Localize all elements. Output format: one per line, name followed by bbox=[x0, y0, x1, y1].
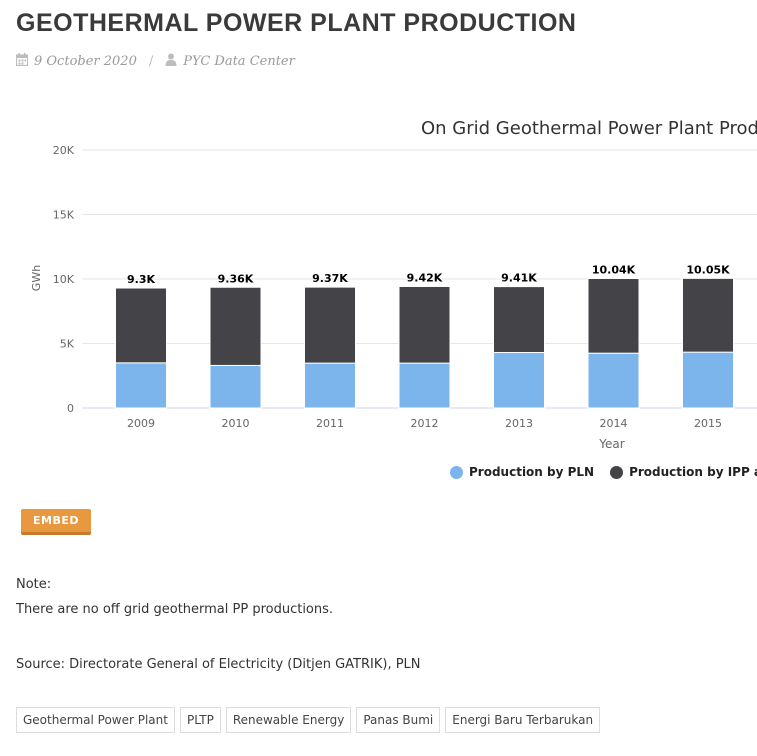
y-tick-label: 10K bbox=[53, 273, 75, 286]
tag-energi-baru-terbarukan[interactable]: Energi Baru Terbarukan bbox=[445, 707, 601, 733]
bar-pln bbox=[115, 362, 167, 409]
chart-legend: Production by PLN Production by IPP and … bbox=[450, 465, 757, 479]
y-tick-label: 15K bbox=[53, 209, 75, 222]
tag-geothermal-power-plant[interactable]: Geothermal Power Plant bbox=[16, 707, 175, 733]
legend-dot-ipp bbox=[610, 465, 624, 479]
x-tick-label: 2014 bbox=[600, 417, 628, 430]
bar-ipp bbox=[398, 285, 451, 364]
bar-pln bbox=[398, 362, 451, 409]
tag-list: Geothermal Power Plant PLTP Renewable En… bbox=[16, 707, 605, 733]
total-data-label: 9.41K bbox=[501, 272, 537, 285]
y-axis-label: GWh bbox=[30, 265, 43, 291]
total-data-label: 9.3K bbox=[127, 273, 155, 286]
x-tick-label: 2011 bbox=[316, 417, 344, 430]
legend-label-ipp: Production by IPP and Pl bbox=[629, 465, 757, 479]
chart-svg: 0 5K 10K 15K 20K GWh 9.3K 2009 9.36K 2010 9.37K 201… bbox=[30, 144, 757, 451]
total-data-label: 9.36K bbox=[218, 272, 254, 285]
legend-label-pln: Production by PLN bbox=[469, 465, 595, 479]
legend-item-pln[interactable]: Production by PLN bbox=[450, 465, 594, 479]
bar-ipp bbox=[493, 286, 545, 354]
user-icon bbox=[165, 53, 177, 70]
total-data-label: 9.42K bbox=[407, 271, 443, 284]
tag-renewable-energy[interactable]: Renewable Energy bbox=[225, 707, 352, 733]
x-tick-label: 2015 bbox=[694, 417, 722, 430]
legend-dot-pln bbox=[450, 465, 463, 479]
x-tick-label: 2012 bbox=[411, 417, 439, 430]
bar-ipp bbox=[304, 286, 356, 364]
tag-pltp[interactable]: PLTP bbox=[179, 707, 221, 733]
bar-pln bbox=[587, 352, 640, 409]
total-data-label: 10.04K bbox=[592, 263, 636, 276]
source-text: Source: Directorate General of Electrici… bbox=[16, 657, 421, 672]
y-tick-label: 0 bbox=[67, 402, 74, 415]
y-tick-label: 20K bbox=[53, 144, 75, 157]
legend-item-ipp[interactable]: Production by IPP and Pl bbox=[610, 465, 757, 479]
bar-ipp bbox=[209, 286, 262, 366]
embed-button[interactable]: EMBED bbox=[21, 509, 91, 535]
tag-panas-bumi[interactable]: Panas Bumi bbox=[356, 707, 441, 733]
x-tick-label: 2009 bbox=[127, 417, 155, 430]
bar-pln bbox=[682, 351, 734, 409]
total-data-label: 10.05K bbox=[686, 263, 730, 276]
bar-ipp bbox=[115, 287, 167, 364]
post-meta: 9 October 2020 / PYC Data Center bbox=[15, 53, 295, 70]
x-tick-label: 2010 bbox=[222, 417, 250, 430]
bar-ipp bbox=[682, 277, 734, 353]
post-date: 9 October 2020 bbox=[34, 54, 137, 69]
chart-title: On Grid Geothermal Power Plant Produ bbox=[421, 118, 757, 139]
meta-separator: / bbox=[148, 54, 154, 69]
x-axis-label: Year bbox=[598, 437, 624, 451]
calendar-icon bbox=[15, 53, 29, 70]
bar-pln bbox=[209, 364, 262, 409]
total-data-label: 9.37K bbox=[312, 272, 348, 285]
note-label: Note: bbox=[16, 577, 52, 592]
bar-pln bbox=[304, 362, 356, 409]
x-tick-label: 2013 bbox=[505, 417, 533, 430]
bar-ipp bbox=[587, 277, 640, 354]
bar-pln bbox=[493, 352, 545, 409]
post-author[interactable]: PYC Data Center bbox=[183, 54, 295, 69]
note-text: There are no off grid geothermal PP prod… bbox=[16, 602, 334, 617]
page-title: GEOTHERMAL POWER PLANT PRODUCTION bbox=[16, 9, 577, 37]
chart-container: On Grid Geothermal Power Plant Produ 0 5K… bbox=[0, 110, 757, 500]
y-tick-label: 5K bbox=[60, 338, 75, 351]
